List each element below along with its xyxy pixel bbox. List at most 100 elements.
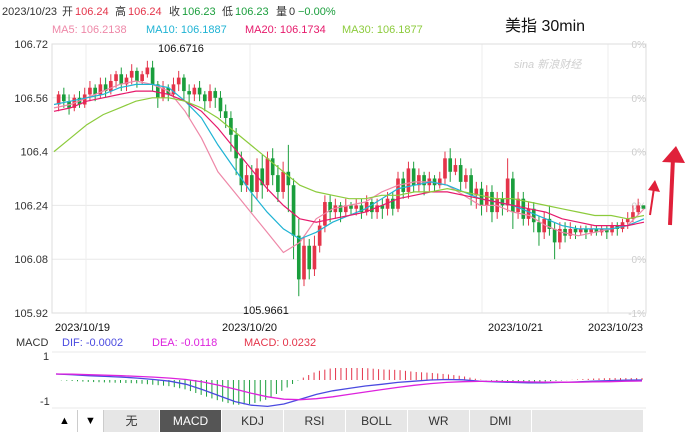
- candle-body: [641, 205, 646, 209]
- x-tick-label: 2023/10/23: [588, 322, 643, 334]
- candle-body: [244, 175, 249, 186]
- candle-body: [93, 87, 97, 95]
- candle-body: [208, 91, 212, 102]
- dea-line: [55, 373, 643, 401]
- candle-body: [563, 228, 567, 236]
- candle-body: [281, 171, 285, 192]
- candle-body: [276, 175, 280, 192]
- candle-body: [484, 191, 489, 206]
- candle-body: [229, 117, 233, 135]
- candle-body: [443, 158, 447, 179]
- candle-body: [155, 84, 160, 98]
- pct-tick-label: 0%: [632, 94, 647, 105]
- candle-body: [239, 158, 244, 186]
- candle-body: [317, 225, 322, 246]
- tab-dmi[interactable]: DMI: [470, 410, 532, 432]
- y-tick-label: 105.92: [14, 308, 48, 320]
- macd-value-legend: MACD: 0.0232: [244, 337, 316, 349]
- ma-lines: [53, 80, 645, 254]
- candle-body: [500, 198, 505, 206]
- tab-wr[interactable]: WR: [408, 410, 470, 432]
- candle-body: [260, 168, 265, 186]
- candle-body: [625, 218, 630, 223]
- header-open: 106.24: [75, 6, 109, 18]
- candle-body: [187, 91, 191, 95]
- candle-body: [234, 134, 238, 159]
- header-close-label: 收: [169, 4, 180, 18]
- candle-body: [218, 97, 223, 112]
- red-arrow-icon: [648, 146, 685, 226]
- tab-rsi[interactable]: RSI: [284, 410, 346, 432]
- candle-body: [354, 205, 359, 209]
- candle-body: [469, 175, 473, 196]
- candle-body: [124, 77, 129, 85]
- candle-body: [547, 218, 552, 229]
- high-annotation: 106.6716: [158, 43, 204, 55]
- candle-body: [82, 94, 87, 105]
- y-tick-label: 106.56: [14, 93, 48, 105]
- tab-none[interactable]: 无: [104, 410, 160, 432]
- header-vol-label: 量: [276, 5, 287, 18]
- percent-axis: 0%0%0%0%0%-1%: [628, 40, 646, 320]
- pct-tick-label: -1%: [628, 309, 646, 320]
- candle-body: [505, 178, 510, 206]
- candle-body: [589, 228, 594, 233]
- down-arrow-button[interactable]: ▼: [78, 410, 104, 432]
- low-annotation: 105.9661: [243, 305, 289, 317]
- candle-body: [182, 77, 186, 92]
- header-close: 106.23: [182, 6, 216, 18]
- candle-body: [375, 205, 379, 213]
- candle-body: [521, 198, 526, 219]
- candle-body: [605, 228, 609, 233]
- up-arrow-button[interactable]: ▲: [52, 410, 78, 432]
- candle-body: [312, 245, 317, 270]
- candle-body: [88, 87, 92, 95]
- candle-body: [552, 228, 557, 243]
- header-high-label: 高: [115, 4, 126, 18]
- tab-kdj[interactable]: KDJ: [222, 410, 284, 432]
- ma10-legend: MA10: 106.1887: [146, 24, 227, 36]
- x-tick-label: 2023/10/20: [222, 322, 277, 334]
- candle-body: [417, 175, 421, 186]
- candle-body: [370, 202, 374, 213]
- ma20-legend: MA20: 106.1734: [245, 24, 326, 36]
- dif-line: [55, 373, 643, 408]
- candle-body: [145, 67, 150, 75]
- candle-body: [307, 245, 312, 270]
- ma5-line: [53, 80, 645, 254]
- candle-body: [422, 175, 426, 186]
- candle-body: [453, 165, 458, 172]
- header-date: 2023/10/23: [2, 6, 57, 18]
- candle-body: [385, 198, 390, 209]
- ma20-line: [53, 90, 645, 227]
- candle-body: [464, 175, 468, 182]
- candle-body: [249, 175, 254, 192]
- candle-body: [202, 94, 207, 102]
- candle-body: [631, 212, 635, 219]
- plot-frame: [51, 43, 647, 314]
- candle-body: [98, 84, 103, 95]
- y-tick-label: 106.72: [14, 39, 48, 51]
- candle-body: [140, 74, 144, 81]
- candle-body: [359, 205, 364, 213]
- candle-body: [150, 67, 155, 85]
- ma30-line: [53, 97, 645, 220]
- x-axis: 2023/10/19 2023/10/20 2023/10/21 2023/10/23: [55, 322, 643, 334]
- candle-body: [511, 178, 515, 213]
- candle-body: [270, 158, 275, 176]
- tab-macd[interactable]: MACD: [160, 410, 222, 432]
- candle-body: [432, 178, 437, 186]
- candle-body: [343, 205, 348, 213]
- candle-body: [437, 178, 442, 186]
- pct-tick-label: 0%: [632, 255, 647, 266]
- candle-body: [542, 218, 547, 233]
- candle-body: [302, 245, 306, 280]
- header-low: 106.23: [235, 6, 269, 18]
- candle-body: [286, 171, 291, 186]
- candle-body: [197, 87, 202, 95]
- tab-boll[interactable]: BOLL: [346, 410, 408, 432]
- candle-body: [223, 111, 228, 118]
- macd-dea-legend: DEA: -0.0118: [152, 337, 217, 349]
- candle-body: [135, 70, 139, 81]
- y-tick-label: 106.4: [20, 147, 48, 159]
